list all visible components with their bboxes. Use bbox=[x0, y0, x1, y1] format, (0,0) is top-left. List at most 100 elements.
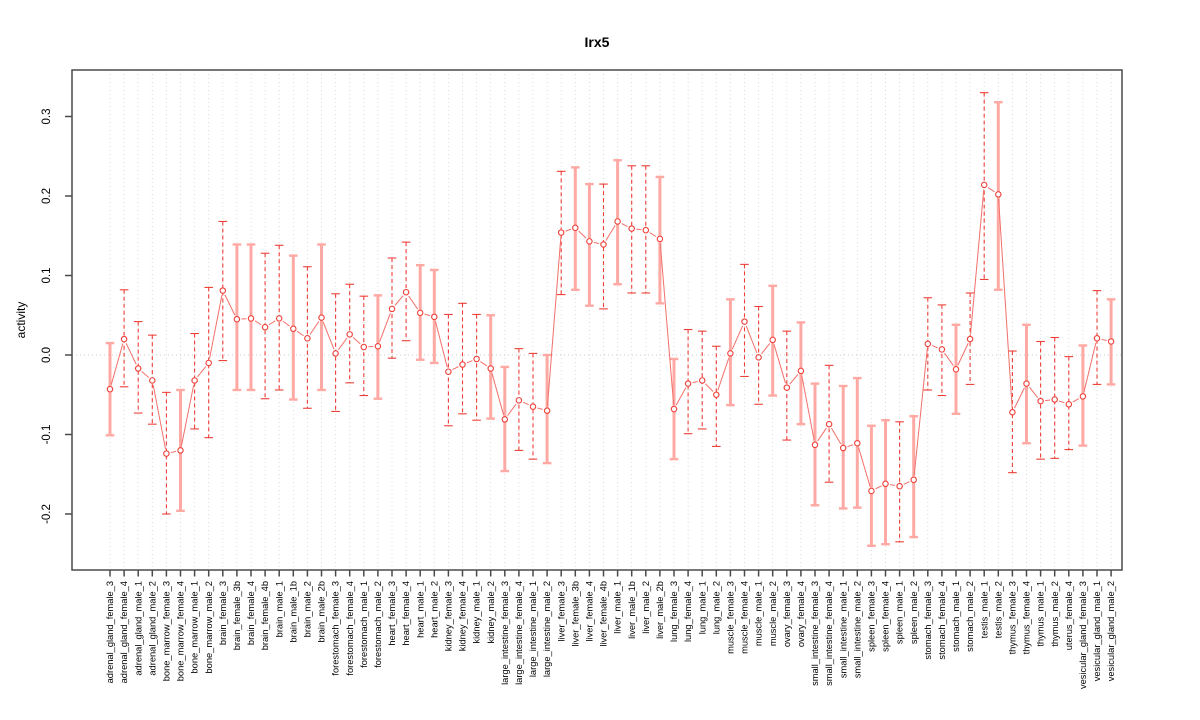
x-axis-label: large_intestine_male_1 bbox=[528, 581, 538, 677]
x-axis-label: liver_male_2 bbox=[641, 581, 651, 634]
data-point bbox=[318, 314, 325, 321]
series-line-segment bbox=[987, 187, 995, 193]
data-point bbox=[557, 229, 565, 236]
series-line-segment bbox=[1083, 342, 1097, 392]
x-axis-label: heart_female_3 bbox=[387, 581, 397, 646]
data-point bbox=[1093, 335, 1101, 342]
data-point bbox=[995, 191, 1002, 198]
x-axis-label: bone_marrow_male_1 bbox=[190, 581, 200, 674]
x-axis-label: muscle_female_3 bbox=[725, 581, 735, 654]
data-point bbox=[755, 354, 762, 361]
x-axis-label: adrenal_gland_male_1 bbox=[133, 581, 143, 676]
x-axis-label: brain_male_2b bbox=[317, 581, 327, 643]
data-point bbox=[459, 361, 466, 368]
data-point bbox=[854, 439, 861, 447]
data-point bbox=[431, 313, 438, 321]
series-line-segment bbox=[649, 232, 657, 237]
x-axis-label: large_intestine_female_3 bbox=[500, 581, 510, 685]
series-line-segment bbox=[957, 343, 969, 366]
series-line-segment bbox=[197, 366, 207, 378]
data-point bbox=[670, 405, 678, 413]
data-point bbox=[247, 315, 255, 322]
data-point bbox=[177, 447, 184, 454]
data-point bbox=[628, 225, 635, 232]
data-point bbox=[924, 340, 932, 348]
series-line-segment bbox=[675, 387, 687, 406]
x-axis-label: liver_female_4b bbox=[599, 581, 609, 647]
x-axis-label: large_intestine_female_4 bbox=[514, 581, 524, 685]
data-point bbox=[825, 420, 833, 428]
x-axis-label: kidney_male_2 bbox=[486, 581, 496, 644]
series-line-segment bbox=[636, 228, 642, 231]
data-point bbox=[120, 335, 128, 343]
series-line-segment bbox=[565, 228, 572, 232]
data-point bbox=[713, 391, 720, 398]
x-axis-label: vesicular_gland_male_1 bbox=[1092, 581, 1102, 681]
data-point bbox=[783, 384, 791, 391]
series-line-segment bbox=[537, 407, 543, 410]
data-point bbox=[501, 416, 509, 423]
data-point bbox=[543, 407, 551, 414]
data-point bbox=[332, 350, 339, 357]
x-axis-label: bone_marrow_male_2 bbox=[204, 581, 214, 674]
x-axis-label: small_intestine_male_2 bbox=[852, 581, 862, 678]
x-axis-label: testis_male_1 bbox=[979, 581, 989, 638]
series-line-segment bbox=[296, 330, 304, 337]
series-line-segment bbox=[858, 447, 871, 487]
x-axis-label: stomach_female_3 bbox=[923, 581, 933, 660]
x-axis-label: liver_female_3 bbox=[556, 581, 566, 641]
data-point bbox=[896, 482, 903, 490]
data-point bbox=[769, 336, 776, 344]
data-point bbox=[966, 335, 974, 343]
data-point bbox=[952, 366, 960, 373]
series-line-segment bbox=[480, 361, 488, 367]
series-line-segment bbox=[507, 403, 517, 416]
series-line-segment bbox=[773, 344, 786, 384]
data-point bbox=[684, 380, 692, 387]
x-axis-label: large_intestine_male_2 bbox=[542, 581, 552, 677]
data-point bbox=[275, 315, 283, 322]
series-line-segment bbox=[621, 223, 628, 227]
x-axis-label: brain_female_3 bbox=[218, 581, 228, 645]
y-axis-tick-label: -0.1 bbox=[41, 425, 53, 445]
x-axis-label: muscle_female_4 bbox=[740, 581, 750, 654]
x-axis-label: forestomach_male_1 bbox=[359, 581, 369, 668]
series-line-segment bbox=[254, 320, 262, 326]
y-axis-tick-label: 0.2 bbox=[41, 188, 53, 204]
series-line-segment bbox=[578, 230, 587, 239]
series-line-segment bbox=[717, 357, 730, 391]
series-line-segment bbox=[379, 313, 391, 343]
data-point bbox=[1023, 380, 1030, 387]
x-axis-label: kidney_female_3 bbox=[443, 581, 453, 651]
series-line-segment bbox=[180, 384, 195, 446]
series-line-segment bbox=[659, 243, 675, 405]
series-line-segment bbox=[605, 225, 616, 241]
series-line-segment bbox=[546, 237, 562, 407]
x-axis-label: spleen_male_2 bbox=[909, 581, 919, 644]
data-point bbox=[205, 359, 212, 367]
series-line-segment bbox=[1101, 338, 1107, 341]
data-point bbox=[529, 403, 537, 410]
x-axis-label: muscle_male_2 bbox=[768, 581, 778, 646]
data-point bbox=[416, 309, 424, 317]
y-axis-title: activity bbox=[14, 302, 28, 339]
data-point bbox=[106, 385, 114, 393]
x-axis-label: forestomach_female_4 bbox=[345, 581, 355, 676]
x-axis-label: heart_male_2 bbox=[429, 581, 439, 638]
x-axis-label: small_intestine_female_4 bbox=[824, 581, 834, 686]
x-axis-label: spleen_female_4 bbox=[881, 581, 891, 652]
series-line-segment bbox=[998, 198, 1013, 408]
x-axis-label: small_intestine_male_1 bbox=[838, 581, 848, 678]
x-axis-label: thymus_male_2 bbox=[1050, 581, 1060, 647]
data-point bbox=[1009, 408, 1016, 416]
data-point bbox=[134, 365, 142, 372]
x-axis-label: brain_male_1 bbox=[274, 581, 284, 637]
data-point bbox=[910, 476, 917, 484]
series-line-segment bbox=[424, 313, 431, 317]
x-axis-label: kidney_female_4 bbox=[458, 581, 468, 651]
x-axis-label: stomach_male_1 bbox=[951, 581, 961, 652]
x-axis-label: brain_female_3b bbox=[232, 581, 242, 650]
data-point bbox=[882, 480, 889, 488]
data-point bbox=[374, 343, 382, 350]
data-point bbox=[600, 241, 607, 248]
